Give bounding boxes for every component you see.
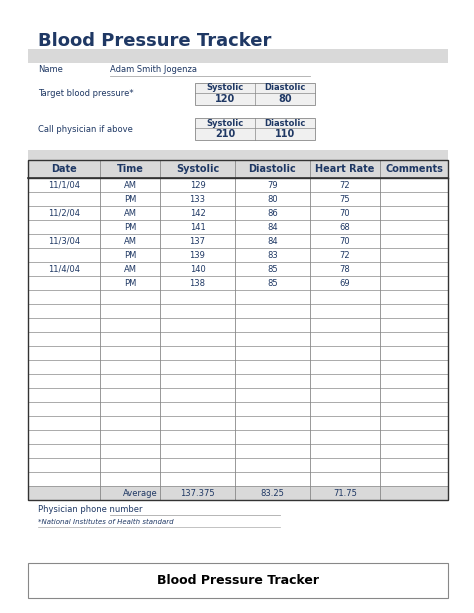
- Text: 75: 75: [340, 194, 350, 204]
- Text: 11/1/04: 11/1/04: [48, 180, 80, 189]
- Text: Diastolic: Diastolic: [264, 118, 306, 128]
- Text: PM: PM: [124, 278, 136, 287]
- Bar: [28, 150, 448, 160]
- Text: 70: 70: [340, 208, 350, 218]
- Text: AM: AM: [124, 264, 137, 273]
- Text: 79: 79: [267, 180, 278, 189]
- Text: Name: Name: [38, 66, 63, 75]
- Text: PM: PM: [124, 223, 136, 232]
- Bar: [28, 49, 448, 63]
- Text: 83: 83: [267, 251, 278, 259]
- Text: Diastolic: Diastolic: [249, 164, 296, 174]
- Bar: [195, 118, 315, 140]
- Text: PM: PM: [124, 194, 136, 204]
- Bar: [28, 486, 448, 500]
- Text: Adam Smith Jogenza: Adam Smith Jogenza: [110, 66, 197, 75]
- Text: Time: Time: [117, 164, 144, 174]
- Bar: [195, 83, 315, 105]
- Text: 85: 85: [267, 278, 278, 287]
- Bar: [195, 83, 315, 105]
- Text: 84: 84: [267, 237, 278, 245]
- Text: 110: 110: [275, 129, 295, 139]
- Text: AM: AM: [124, 208, 137, 218]
- Text: 120: 120: [215, 94, 235, 104]
- Text: 80: 80: [267, 194, 278, 204]
- Text: 85: 85: [267, 264, 278, 273]
- Text: 11/2/04: 11/2/04: [48, 208, 80, 218]
- Text: Systolic: Systolic: [206, 83, 244, 93]
- Text: 11/4/04: 11/4/04: [48, 264, 80, 273]
- Text: 210: 210: [215, 129, 235, 139]
- Text: Call physician if above: Call physician if above: [38, 124, 133, 134]
- Text: 138: 138: [190, 278, 206, 287]
- Bar: [195, 118, 315, 140]
- Text: 78: 78: [340, 264, 350, 273]
- Text: AM: AM: [124, 237, 137, 245]
- Text: Target blood pressure*: Target blood pressure*: [38, 89, 134, 99]
- Text: *National Institutes of Health standard: *National Institutes of Health standard: [38, 519, 173, 525]
- Text: 139: 139: [190, 251, 205, 259]
- Text: Comments: Comments: [385, 164, 443, 174]
- Text: 137: 137: [190, 237, 206, 245]
- Text: 86: 86: [267, 208, 278, 218]
- Text: 68: 68: [340, 223, 350, 232]
- Text: 129: 129: [190, 180, 205, 189]
- Text: Blood Pressure Tracker: Blood Pressure Tracker: [38, 32, 272, 50]
- Text: 142: 142: [190, 208, 205, 218]
- Text: Heart Rate: Heart Rate: [315, 164, 374, 174]
- Text: 141: 141: [190, 223, 205, 232]
- Text: AM: AM: [124, 180, 137, 189]
- Bar: [28, 160, 448, 500]
- Text: 80: 80: [278, 94, 292, 104]
- Text: PM: PM: [124, 251, 136, 259]
- Text: Date: Date: [51, 164, 77, 174]
- Text: 72: 72: [340, 180, 350, 189]
- Text: Blood Pressure Tracker: Blood Pressure Tracker: [157, 574, 319, 587]
- Bar: [28, 563, 448, 598]
- Text: Systolic: Systolic: [176, 164, 219, 174]
- Text: Systolic: Systolic: [206, 118, 244, 128]
- Text: Diastolic: Diastolic: [264, 83, 306, 93]
- Text: 133: 133: [190, 194, 206, 204]
- Text: 84: 84: [267, 223, 278, 232]
- Text: 72: 72: [340, 251, 350, 259]
- Text: Average: Average: [123, 489, 158, 498]
- Text: 140: 140: [190, 264, 205, 273]
- Text: Physician phone number: Physician phone number: [38, 506, 143, 514]
- Text: 83.25: 83.25: [261, 489, 284, 498]
- Text: 137.375: 137.375: [180, 489, 215, 498]
- Bar: [28, 160, 448, 178]
- Text: 69: 69: [340, 278, 350, 287]
- Text: 71.75: 71.75: [333, 489, 357, 498]
- Text: 11/3/04: 11/3/04: [48, 237, 80, 245]
- Text: 70: 70: [340, 237, 350, 245]
